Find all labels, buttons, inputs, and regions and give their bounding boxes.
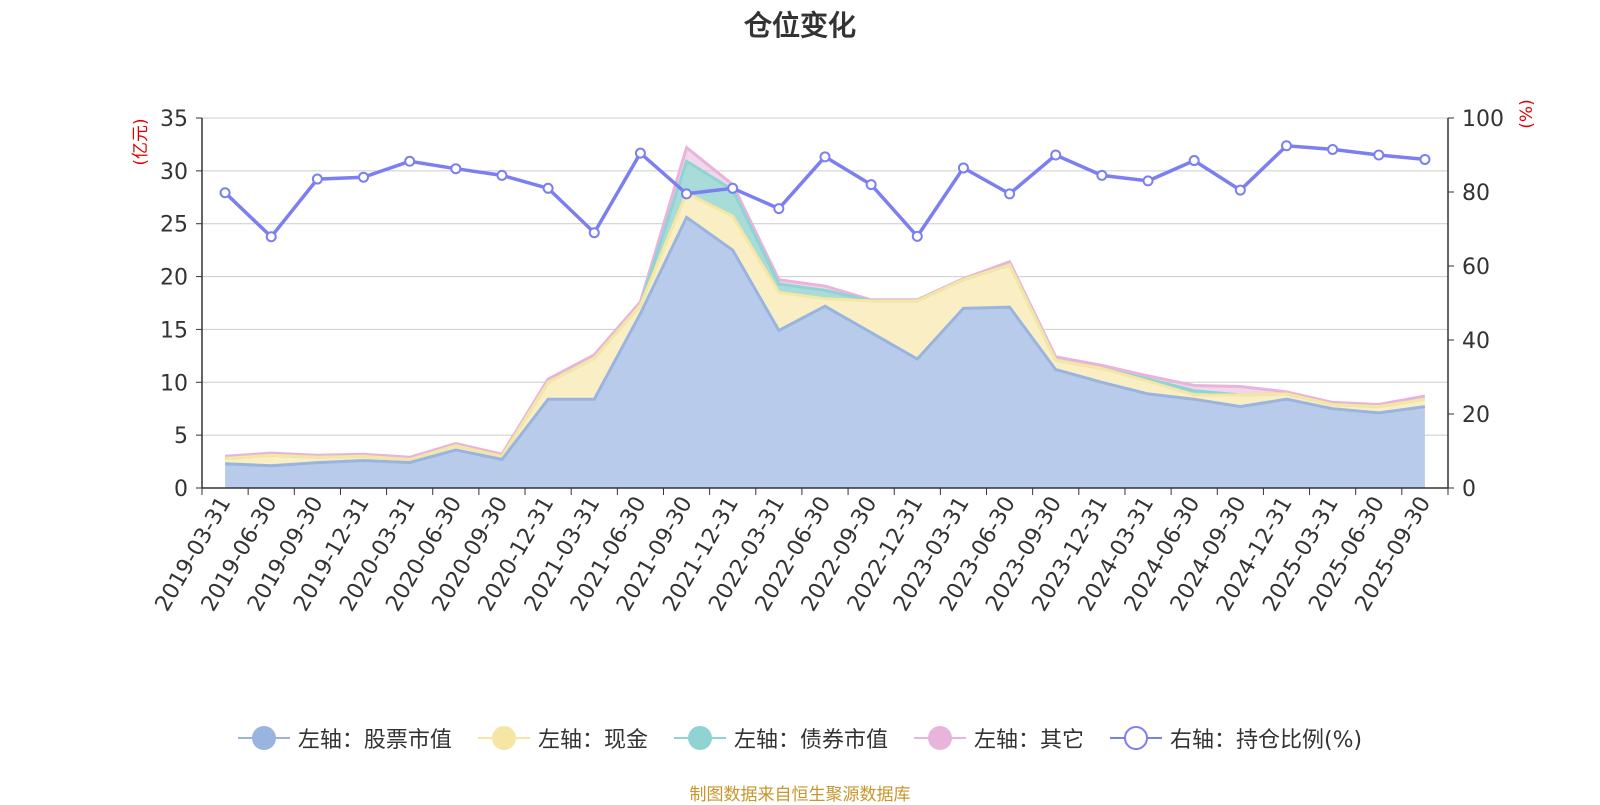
point-ratio [1419,153,1431,165]
point-ratio [819,151,831,163]
y-left-tick-label: 30 [160,160,188,185]
point-ratio [865,179,877,191]
chart-legend: 左轴：股票市值 左轴：现金 左轴：债券市值 左轴：其它 右轴：持仓比例(%) [0,722,1600,754]
y-right-tick-label: 60 [1462,255,1490,280]
y-left-tick-label: 0 [174,477,188,502]
legend-marker-icon [237,724,290,752]
y-left-tick-label: 25 [160,213,188,238]
point-ratio [496,169,508,181]
point-ratio [634,147,646,159]
point-ratio [588,227,600,239]
point-ratio [1234,184,1246,196]
y-left-tick-label: 10 [160,371,188,396]
line-stock [225,215,1426,468]
legend-marker-icon [673,724,726,752]
legend-label: 左轴：债券市值 [733,728,888,753]
point-ratio [219,187,231,199]
point-ratio [681,188,693,200]
line-other [224,145,1426,459]
legend-marker-icon [1109,724,1162,752]
point-ratio [1050,149,1062,161]
legend-label: 左轴：其它 [973,728,1084,753]
legend-label: 右轴：持仓比例(%) [1169,728,1363,753]
point-ratio [265,231,277,243]
point-ratio [1096,169,1108,181]
area-stock [225,217,1425,488]
point-ratio [773,203,785,215]
y-left-tick-label: 20 [160,266,188,291]
point-ratio [1188,155,1200,167]
line-cash [224,191,1426,462]
point-ratio [1373,149,1385,161]
point-ratio [1280,140,1292,152]
legend-label: 左轴：股票市值 [297,728,452,753]
point-ratio [957,162,969,174]
source-note: 制图数据来自恒生聚源数据库 [689,785,911,805]
legend-label: 左轴：现金 [537,728,648,753]
y-right-unit-label: (%) [1517,99,1537,128]
chart-title: 仓位变化 [743,9,856,42]
point-ratio [727,182,739,194]
point-ratio [358,171,370,183]
point-ratio [311,173,323,185]
point-ratio [404,155,416,167]
legend-marker-icon [477,724,530,752]
point-ratio [1004,188,1016,200]
point-ratio [1327,143,1339,155]
y-right-tick-label: 80 [1462,181,1490,206]
y-left-tick-label: 15 [160,318,188,343]
y-right-tick-label: 100 [1462,107,1504,132]
legend-item-stock[interactable]: 左轴：股票市值 [237,722,452,754]
legend-item-other[interactable]: 左轴：其它 [913,722,1084,754]
legend-item-ratio[interactable]: 右轴：持仓比例(%) [1109,722,1363,754]
legend-marker-icon [913,724,966,752]
y-left-tick-label: 35 [160,107,188,132]
legend-item-bond[interactable]: 左轴：债券市值 [673,722,888,754]
point-ratio [911,230,923,242]
y-right-tick-label: 0 [1462,477,1476,502]
point-ratio [450,163,462,175]
y-right-tick-label: 40 [1462,329,1490,354]
y-left-tick-label: 5 [174,424,188,449]
y-left-unit-label: (亿元) [131,118,151,165]
legend-item-cash[interactable]: 左轴：现金 [477,722,648,754]
point-ratio [1142,175,1154,187]
point-ratio [542,182,554,194]
y-right-tick-label: 20 [1462,403,1490,428]
